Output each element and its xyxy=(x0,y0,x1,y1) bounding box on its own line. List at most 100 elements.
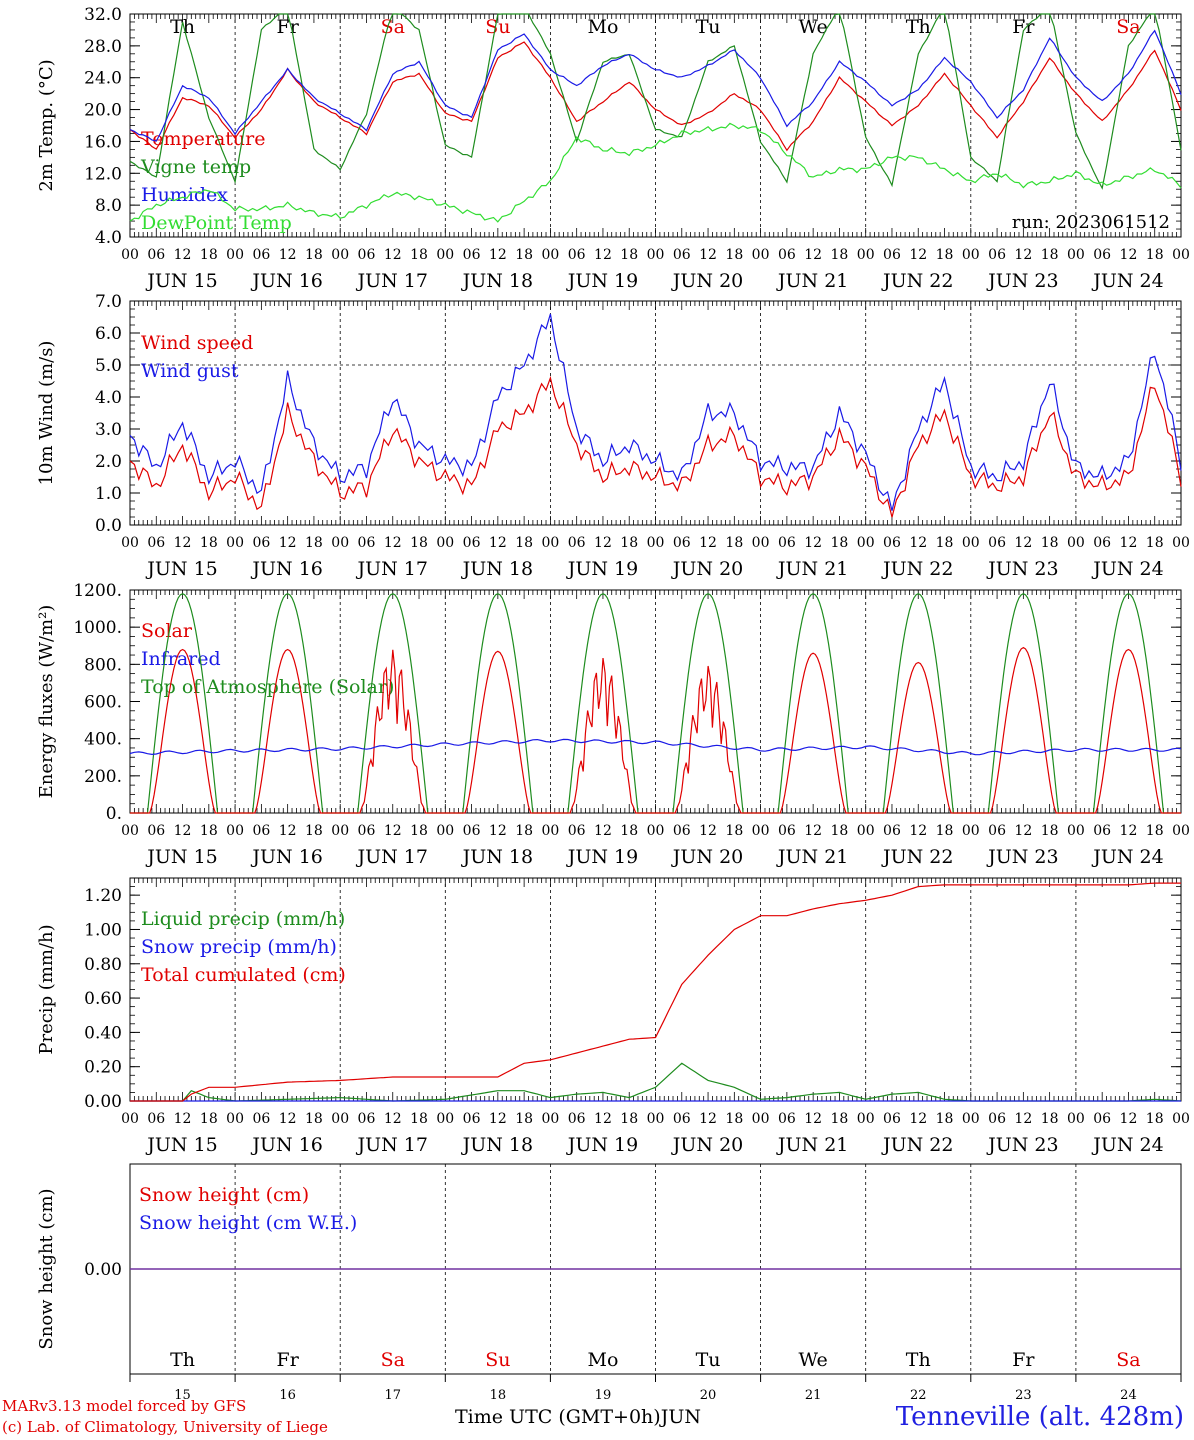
weekday-label: We xyxy=(799,1349,828,1371)
hour-tick-label: 12 xyxy=(804,535,822,551)
hour-tick-label: 06 xyxy=(463,1111,481,1127)
hour-tick-label: 00 xyxy=(331,823,349,839)
date-label: JUN 23 xyxy=(986,846,1058,868)
date-label: JUN 15 xyxy=(145,270,217,292)
model-credit: MARv3.13 model forced by GFS xyxy=(2,1397,247,1415)
time-axis-text: Time UTC (GMT+0h) xyxy=(455,1406,661,1428)
hour-tick-label: 00 xyxy=(226,247,244,263)
hour-tick-label: 18 xyxy=(1146,1111,1164,1127)
hour-tick-label: 18 xyxy=(305,823,323,839)
hour-tick-label: 06 xyxy=(673,823,691,839)
y-tick-label: 5.0 xyxy=(95,356,122,376)
hour-tick-label: 00 xyxy=(752,535,770,551)
hour-tick-label: 18 xyxy=(200,823,218,839)
legend-entry: Wind gust xyxy=(141,360,239,382)
hour-tick-label: 18 xyxy=(831,247,849,263)
hour-tick-label: 00 xyxy=(436,535,454,551)
y-tick-label: 20.0 xyxy=(84,101,122,121)
hour-tick-label: 18 xyxy=(620,823,638,839)
date-label: JUN 18 xyxy=(461,1134,533,1156)
y-tick-label: 800. xyxy=(84,655,122,675)
series-line xyxy=(129,313,1182,511)
hour-tick-label: 06 xyxy=(252,823,270,839)
hour-tick-label: 00 xyxy=(226,823,244,839)
day-number-label: 23 xyxy=(1015,1388,1032,1400)
y-tick-label: 12.0 xyxy=(84,164,122,184)
hour-tick-label: 12 xyxy=(1014,823,1032,839)
hour-tick-label: 06 xyxy=(463,535,481,551)
weekday-label: Th xyxy=(170,1349,195,1371)
hour-tick-label: 06 xyxy=(1093,535,1111,551)
weekday-label: Fr xyxy=(1012,1349,1035,1371)
date-label: JUN 21 xyxy=(776,846,848,868)
y-tick-label: 1.00 xyxy=(84,920,122,940)
hour-tick-label: 06 xyxy=(463,823,481,839)
hour-tick-label: 00 xyxy=(962,247,980,263)
hour-tick-label: 06 xyxy=(358,247,376,263)
day-number-label: 20 xyxy=(700,1388,717,1400)
weekday-label: Th xyxy=(170,16,195,38)
date-label: JUN 23 xyxy=(986,270,1058,292)
hour-tick-label: 06 xyxy=(568,247,586,263)
hour-tick-label: 18 xyxy=(515,1111,533,1127)
series-line xyxy=(129,738,1182,756)
hour-tick-label: 12 xyxy=(174,823,192,839)
hour-tick-label: 06 xyxy=(778,535,796,551)
hour-tick-label: 00 xyxy=(436,823,454,839)
hour-tick-label: 12 xyxy=(489,535,507,551)
hour-tick-label: 18 xyxy=(620,535,638,551)
weekday-label: Sa xyxy=(1116,1349,1140,1371)
date-label: JUN 24 xyxy=(1091,1134,1163,1156)
y-tick-label: 1200. xyxy=(73,581,122,601)
hour-tick-label: 12 xyxy=(699,247,717,263)
date-label: JUN 21 xyxy=(776,270,848,292)
hour-tick-label: 06 xyxy=(883,247,901,263)
hour-tick-label: 06 xyxy=(147,535,165,551)
legend-entry: Infrared xyxy=(141,648,221,670)
weekday-label: We xyxy=(799,16,828,38)
date-label: JUN 16 xyxy=(250,1134,322,1156)
date-label: JUN 20 xyxy=(671,270,743,292)
weekday-label: Sa xyxy=(1116,16,1140,38)
hour-tick-label: 18 xyxy=(1146,823,1164,839)
legend-entry: Humidex xyxy=(141,184,228,206)
run-label: run: 2023061512 xyxy=(1012,212,1170,233)
day-number-label: 21 xyxy=(805,1388,822,1400)
hour-tick-label: 18 xyxy=(200,1111,218,1127)
date-label: JUN 17 xyxy=(356,1134,428,1156)
date-label: JUN 21 xyxy=(776,558,848,580)
weekday-label: Mo xyxy=(587,1349,618,1371)
y-tick-label: 600. xyxy=(84,693,122,713)
hour-tick-label: 06 xyxy=(1093,1111,1111,1127)
hour-tick-label: 00 xyxy=(752,247,770,263)
hour-tick-label: 06 xyxy=(988,823,1006,839)
y-tick-label: 16.0 xyxy=(84,132,122,152)
hour-tick-label: 18 xyxy=(725,823,743,839)
hour-tick-label: 00 xyxy=(962,535,980,551)
hour-tick-label: 12 xyxy=(384,823,402,839)
date-label: JUN 18 xyxy=(461,270,533,292)
time-axis-label: Time UTC (GMT+0h)JUN xyxy=(455,1406,701,1428)
date-label: JUN 22 xyxy=(881,846,953,868)
hour-tick-label: 12 xyxy=(279,1111,297,1127)
hour-tick-label: 00 xyxy=(121,247,139,263)
series-line xyxy=(129,375,1182,518)
hour-tick-label: 12 xyxy=(804,247,822,263)
hour-tick-label: 12 xyxy=(174,247,192,263)
date-label: JUN 20 xyxy=(671,558,743,580)
hour-tick-label: 00 xyxy=(226,1111,244,1127)
date-label: JUN 24 xyxy=(1091,558,1163,580)
hour-tick-label: 00 xyxy=(541,247,559,263)
y-tick-label: 4.0 xyxy=(95,388,122,408)
hour-tick-label: 18 xyxy=(410,823,428,839)
legend-entry: DewPoint Temp xyxy=(141,212,292,234)
y-tick-label: 0. xyxy=(106,804,122,824)
weekday-label: Su xyxy=(485,1349,510,1371)
hour-tick-label: 12 xyxy=(804,823,822,839)
hour-tick-label: 18 xyxy=(200,535,218,551)
day-number-label: 15 xyxy=(174,1388,191,1400)
hour-tick-label: 00 xyxy=(541,535,559,551)
weekday-label: Tu xyxy=(696,16,721,38)
hour-tick-label: 06 xyxy=(778,823,796,839)
y-tick-label: 200. xyxy=(84,767,122,787)
